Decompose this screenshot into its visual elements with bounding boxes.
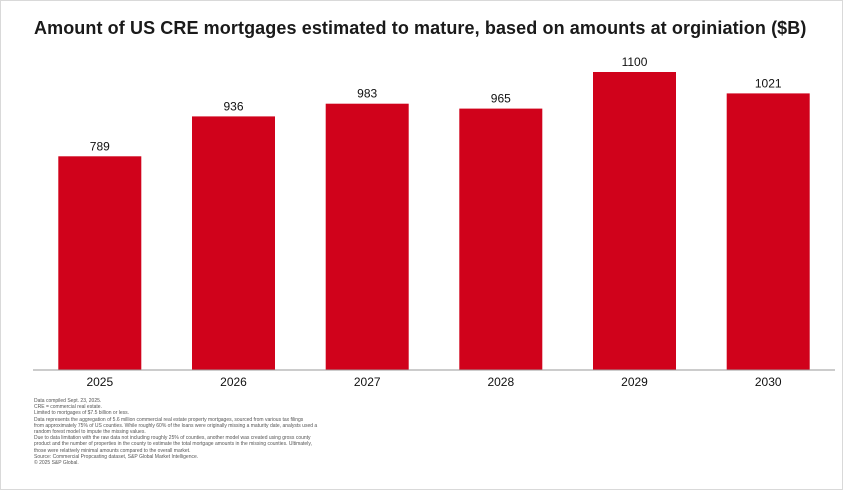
x-tick-label-2028: 2028 [487, 375, 514, 389]
data-label-2029: 1100 [622, 55, 648, 69]
x-tick-label-2026: 2026 [220, 375, 247, 389]
bar-2028 [459, 108, 543, 370]
x-axis-ticks: 2025 2026 2027 2028 2029 2030 [86, 375, 781, 389]
bar-2029 [593, 72, 676, 370]
x-tick-label-2027: 2027 [354, 375, 381, 389]
footnote-line: Due to data limitation with the raw data… [34, 435, 311, 442]
x-tick-label-2025: 2025 [86, 375, 113, 389]
bars-group [58, 72, 810, 371]
data-label-2025: 789 [90, 139, 110, 153]
data-label-2030: 1021 [755, 76, 782, 90]
bar-2026 [192, 116, 275, 371]
footnote-line: from approximately 75% of US counties. W… [34, 422, 318, 429]
chart-title: Amount of US CRE mortgages estimated to … [34, 18, 807, 38]
x-tick-label-2030: 2030 [755, 375, 782, 389]
bar-2025 [58, 156, 142, 370]
footnote-line: © 2025 S&P Global. [34, 460, 79, 467]
data-label-2027: 983 [357, 87, 377, 101]
footnote-line: random forest model to impute the missin… [34, 429, 146, 436]
data-label-2028: 965 [491, 92, 511, 106]
footnote-line: Limited to mortgages of $7.5 billion or … [34, 410, 130, 417]
footnote-line: CRE = commercial real estate. [34, 404, 102, 411]
footnote-line: Data compiled Sept. 23, 2025. [34, 398, 102, 404]
footnote-line: product and the number of properties in … [34, 441, 312, 448]
footnote-line: those were relatively minimal amounts co… [34, 447, 191, 454]
footnote-line: Data represents the aggregation of 5.6 m… [34, 416, 304, 423]
data-labels: 789 936 983 965 1100 1021 [90, 55, 782, 153]
bar-2030 [726, 93, 810, 371]
footnotes: Data compiled Sept. 23, 2025. CRE = comm… [34, 398, 434, 466]
footnote-line: Source: Commercial Propcasting dataset, … [34, 453, 199, 460]
bar-2027 [325, 103, 409, 370]
x-tick-label-2029: 2029 [621, 375, 648, 389]
data-label-2026: 936 [223, 99, 243, 113]
